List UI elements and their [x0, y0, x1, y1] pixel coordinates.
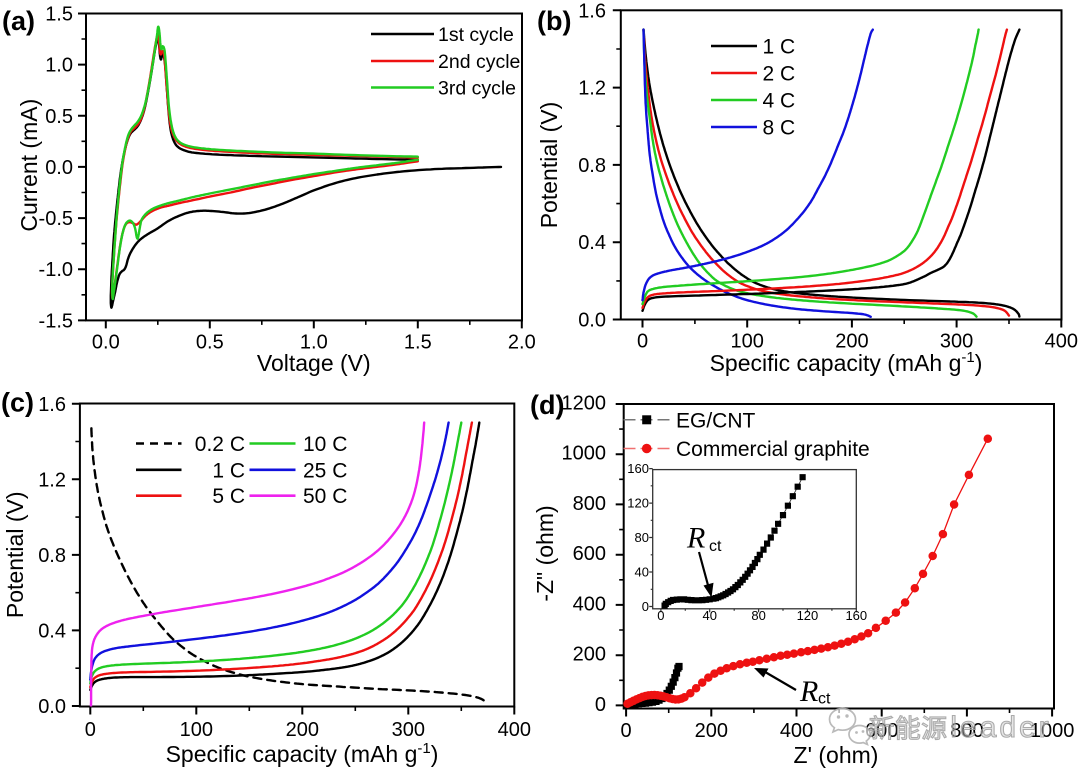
svg-text:(d): (d) — [530, 390, 564, 420]
svg-text:Current (mA): Current (mA) — [16, 99, 42, 232]
svg-text:120: 120 — [627, 496, 649, 511]
svg-text:0.8: 0.8 — [38, 545, 66, 567]
svg-text:200: 200 — [695, 720, 728, 742]
svg-text:400: 400 — [498, 719, 531, 741]
svg-text:1.6: 1.6 — [578, 0, 606, 22]
svg-text:0.4: 0.4 — [38, 620, 66, 642]
svg-text:1200: 1200 — [562, 392, 607, 414]
svg-text:0.5: 0.5 — [196, 331, 224, 353]
svg-text:200: 200 — [573, 644, 606, 666]
svg-text:leader: leader — [950, 711, 1051, 744]
svg-text:(b): (b) — [537, 6, 571, 36]
svg-text:0.0: 0.0 — [45, 157, 73, 179]
svg-text:1.5: 1.5 — [404, 331, 432, 353]
svg-text:10 C: 10 C — [303, 433, 347, 456]
svg-text:-Z" (ohm): -Z" (ohm) — [532, 505, 558, 601]
svg-text:Voltage (V): Voltage (V) — [257, 350, 371, 376]
svg-text:5 C: 5 C — [212, 485, 245, 508]
svg-text:2nd cycle: 2nd cycle — [438, 51, 520, 73]
svg-text:Specific capacity (mAh g-1): Specific capacity (mAh g-1) — [166, 740, 439, 767]
svg-text:2 C: 2 C — [763, 63, 796, 86]
svg-text:EG/CNT: EG/CNT — [676, 409, 756, 432]
svg-text:0.0: 0.0 — [38, 696, 66, 718]
svg-text:0: 0 — [621, 720, 632, 742]
svg-text:1st cycle: 1st cycle — [438, 24, 514, 46]
svg-text:4 C: 4 C — [763, 90, 796, 113]
svg-text:-0.5: -0.5 — [39, 208, 73, 230]
svg-text:0: 0 — [85, 719, 96, 741]
svg-text:80: 80 — [635, 530, 649, 545]
svg-text:ct: ct — [709, 538, 722, 555]
svg-text:50 C: 50 C — [303, 485, 347, 508]
svg-text:1.2: 1.2 — [578, 78, 606, 100]
svg-text:3rd cycle: 3rd cycle — [438, 78, 516, 100]
svg-text:0.2 C: 0.2 C — [195, 433, 245, 456]
svg-text:80: 80 — [751, 608, 765, 623]
svg-text:0.0: 0.0 — [578, 310, 606, 332]
svg-text:R: R — [686, 522, 705, 555]
svg-text:Potential (V): Potential (V) — [2, 492, 28, 619]
svg-text:600: 600 — [573, 543, 606, 565]
svg-text:(a): (a) — [2, 6, 35, 36]
svg-text:0: 0 — [637, 331, 648, 353]
svg-text:1.6: 1.6 — [38, 394, 66, 416]
svg-text:1000: 1000 — [562, 443, 607, 465]
svg-text:0.8: 0.8 — [578, 155, 606, 177]
svg-text:400: 400 — [573, 593, 606, 615]
svg-text:1 C: 1 C — [763, 36, 796, 59]
svg-text:1000: 1000 — [1030, 720, 1075, 742]
svg-text:800: 800 — [950, 720, 983, 742]
svg-text:1.0: 1.0 — [45, 55, 73, 77]
svg-text:0.5: 0.5 — [45, 106, 73, 128]
svg-text:Commercial graphite: Commercial graphite — [676, 438, 870, 461]
svg-text:160: 160 — [627, 461, 649, 476]
svg-text:(c): (c) — [1, 388, 34, 418]
svg-text:0.0: 0.0 — [92, 331, 120, 353]
svg-text:Potential (V): Potential (V) — [536, 102, 562, 229]
svg-text:Specific capacity (mAh g-1): Specific capacity (mAh g-1) — [710, 349, 983, 376]
svg-text:-1.5: -1.5 — [39, 310, 73, 332]
svg-text:400: 400 — [1045, 331, 1078, 353]
svg-text:200: 200 — [286, 719, 319, 741]
svg-text:25 C: 25 C — [303, 459, 347, 482]
svg-text:Z' (ohm): Z' (ohm) — [794, 742, 879, 768]
svg-text:200: 200 — [835, 331, 868, 353]
svg-text:100: 100 — [731, 331, 764, 353]
svg-text:300: 300 — [392, 719, 425, 741]
svg-text:-1.0: -1.0 — [39, 259, 73, 281]
svg-text:8 C: 8 C — [763, 117, 796, 140]
svg-text:400: 400 — [780, 720, 813, 742]
svg-text:ct: ct — [818, 691, 831, 708]
svg-text:120: 120 — [797, 608, 819, 623]
svg-text:40: 40 — [635, 565, 649, 580]
svg-text:2.0: 2.0 — [508, 331, 536, 353]
svg-text:100: 100 — [180, 719, 213, 741]
svg-text:300: 300 — [940, 331, 973, 353]
svg-text:1.0: 1.0 — [300, 331, 328, 353]
svg-text:R: R — [799, 675, 818, 708]
svg-text:800: 800 — [573, 493, 606, 515]
svg-text:1.2: 1.2 — [38, 469, 66, 491]
svg-text:1.5: 1.5 — [45, 3, 73, 25]
svg-text:160: 160 — [845, 608, 867, 623]
svg-text:0.4: 0.4 — [578, 232, 606, 254]
svg-text:0: 0 — [595, 694, 606, 716]
svg-text:0: 0 — [657, 608, 664, 623]
svg-text:0: 0 — [642, 599, 649, 614]
svg-text:1 C: 1 C — [212, 459, 245, 482]
svg-text:40: 40 — [703, 608, 717, 623]
